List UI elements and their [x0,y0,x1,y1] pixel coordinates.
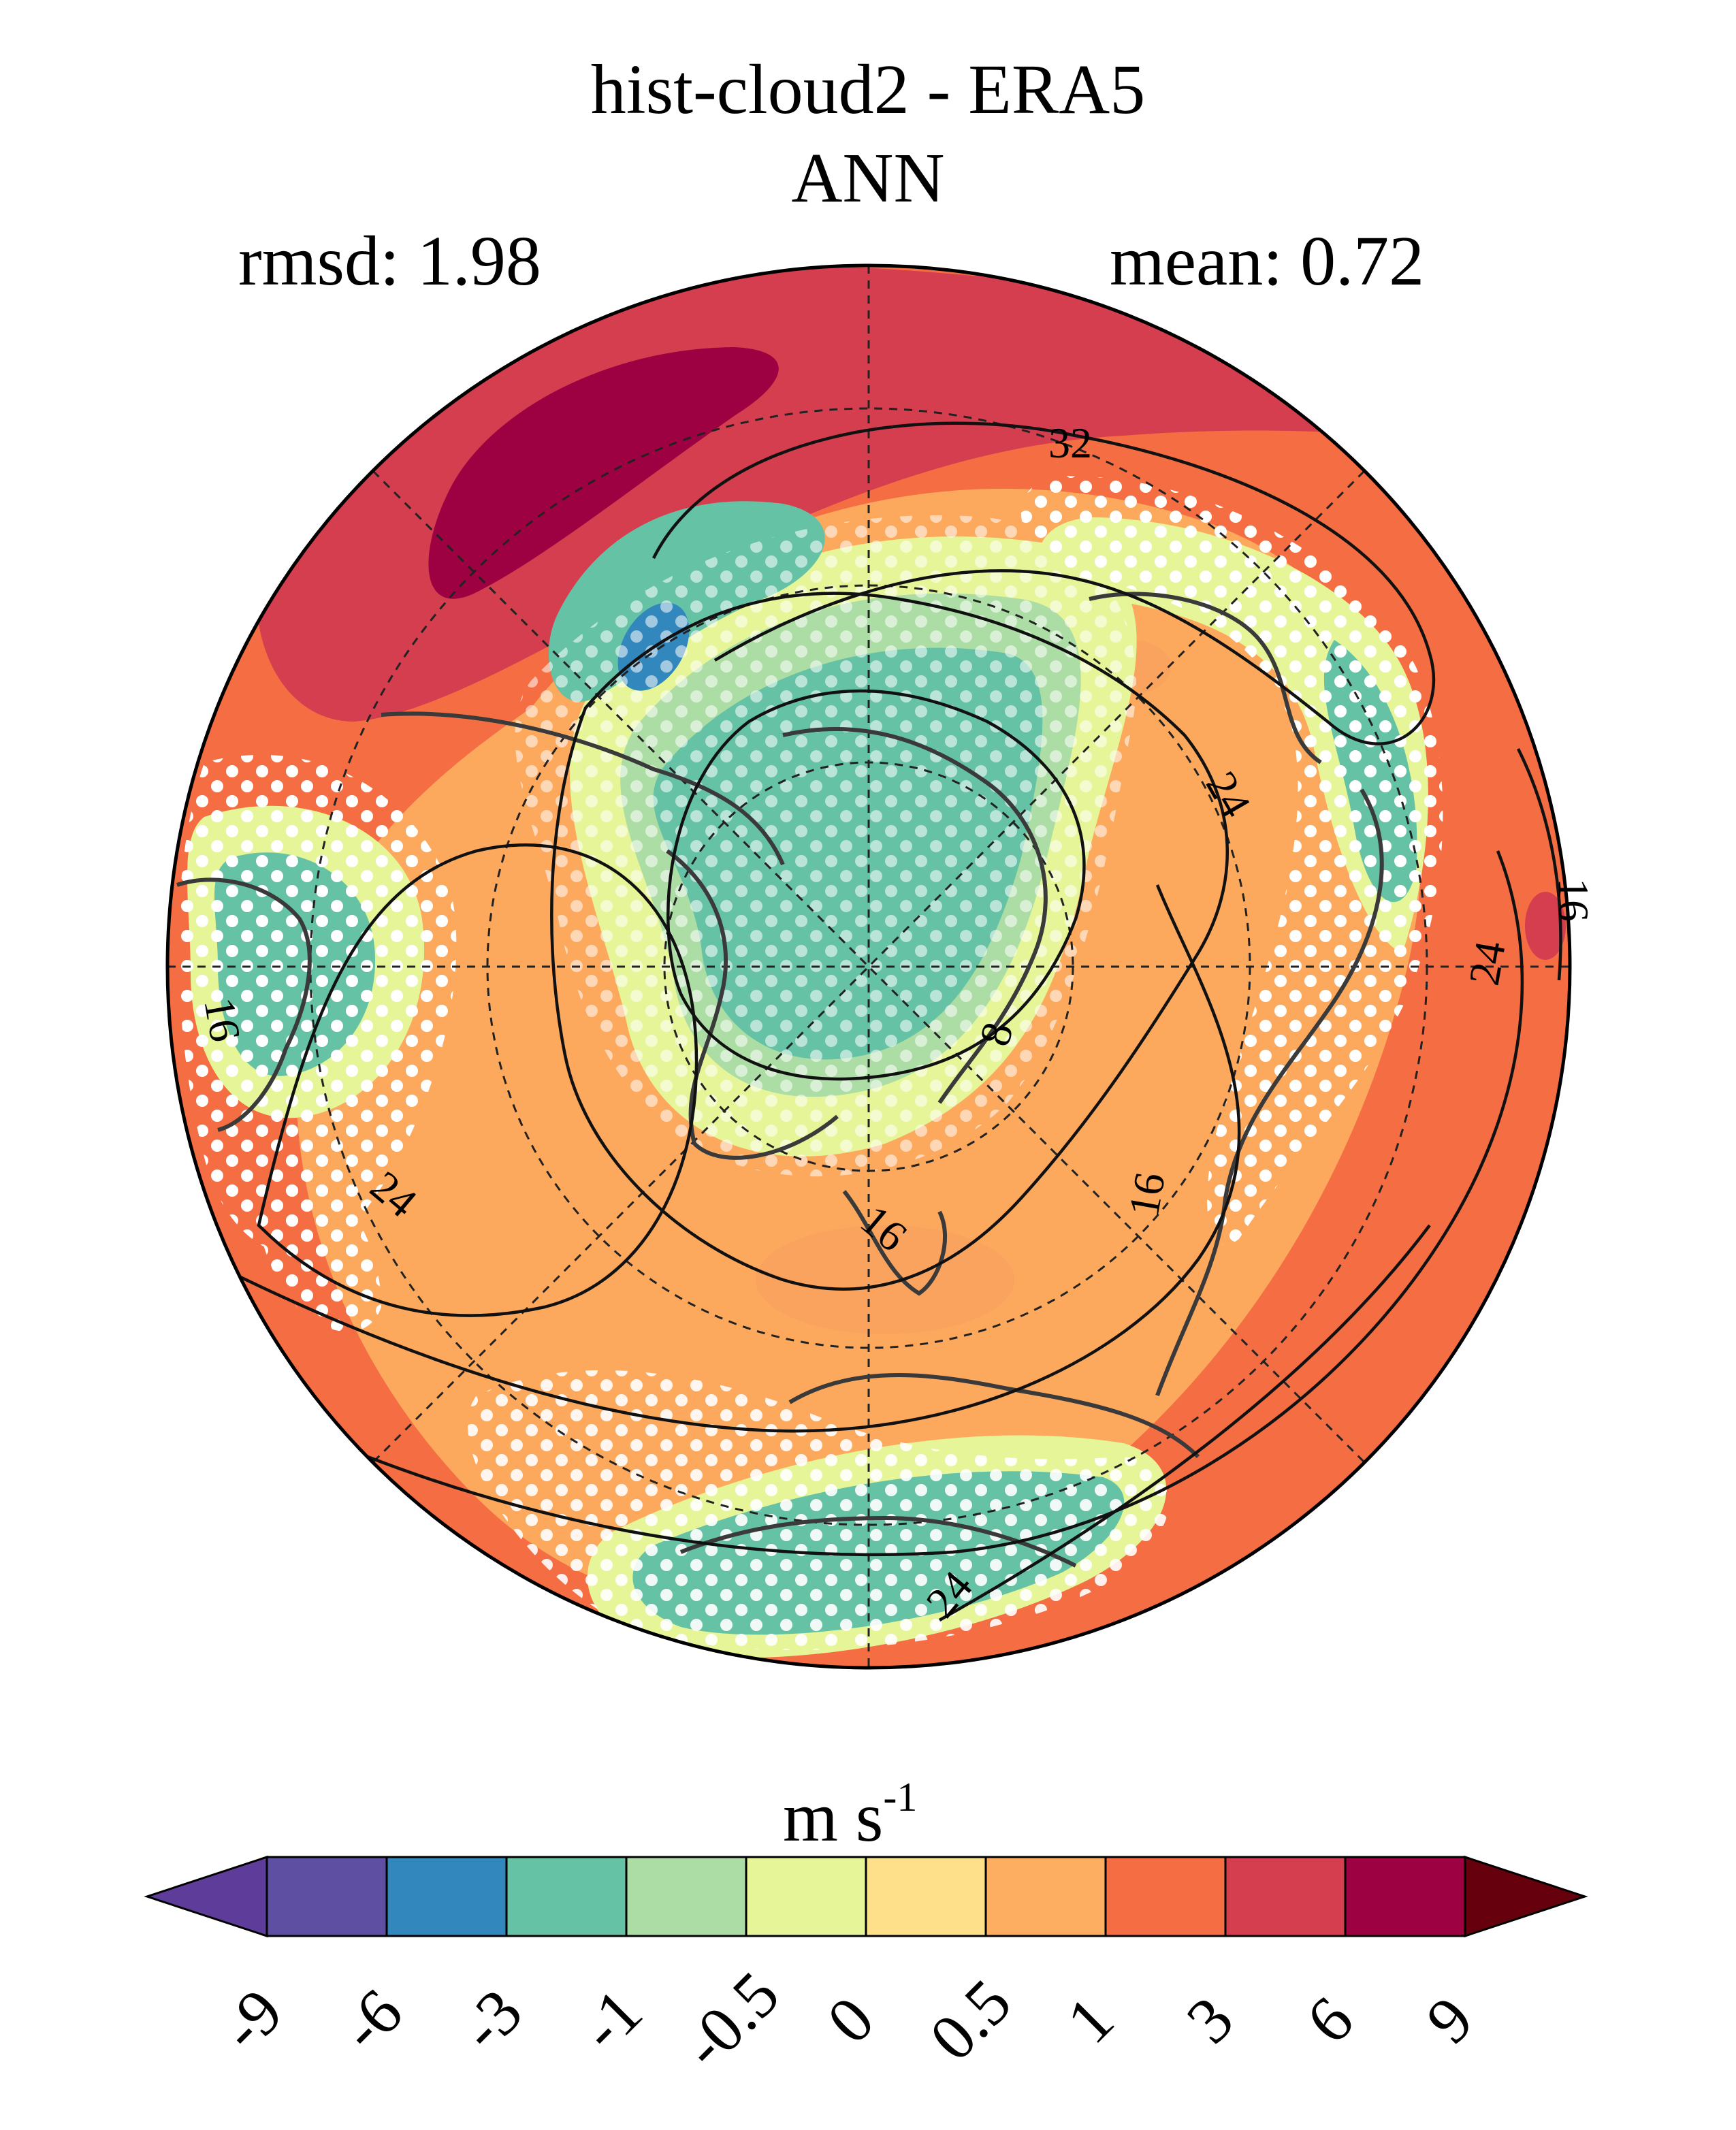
colorbar-box [984,1856,1107,1937]
colorbar: -9 -6 -3 -1 -0.5 0 0.5 1 3 6 9 [144,1855,1588,2082]
contour-label: 32 [1048,419,1092,467]
colorbar-tick-label: 6 [1292,1982,1367,2057]
colorbar-units: m s-1 [783,1775,918,1856]
colorbar-tick-labels: -9 -6 -3 -1 -0.5 0 0.5 1 3 6 9 [206,1957,1487,2082]
colorbar-box [865,1856,987,1937]
stippling [178,476,1443,1651]
colorbar-box [745,1856,867,1937]
contour-24-south [938,1224,1431,1621]
colorbar-tick-label: 0.5 [916,1965,1025,2075]
contour-label: 16 [1119,1169,1174,1220]
contour-24-outer [367,850,1524,1557]
colorbar-tick-label: 9 [1412,1982,1487,2057]
colorbar-box [266,1856,388,1937]
colorbar-tick-label: 3 [1172,1982,1247,2057]
colorbar-tick-label: -3 [446,1975,536,2065]
colorbar-tick-label: 0 [813,1982,888,2057]
rmsd-label: rmsd: 1.98 [238,222,541,300]
polar-stereographic-map: 32 24 16 24 16 24 16 24 8 16 [165,263,1598,1670]
map-field [167,265,1570,1668]
contour-16-east [1516,747,1562,981]
colorbar-tick-label: -9 [206,1975,296,2065]
contour-label: 24 [1460,937,1515,988]
contour-32 [652,421,1435,745]
map-boundary [165,263,1572,1670]
colorbar-box [505,1856,628,1937]
map-subtitle-season: ANN [791,139,945,217]
contour-label: 16 [1549,878,1598,922]
contour-8 [666,689,1086,1081]
colorbar-tick-label: -1 [566,1975,656,2065]
colorbar-tick-label: -6 [326,1975,416,2065]
colorbar-box [385,1856,508,1937]
contour-label: 16 [195,994,250,1045]
colorbar-over-arrow [1464,1855,1588,1938]
mean-label: mean: 0.72 [1110,222,1425,300]
colorbar-tick-label: 1 [1052,1982,1127,2057]
map-title: hist-cloud2 - ERA5 [590,50,1146,129]
colorbar-box [1104,1856,1227,1937]
colorbar-box [625,1856,748,1937]
field-east-positive [1525,892,1566,960]
contour-24-west [257,843,698,1317]
field-positive-above-6 [428,347,779,599]
colorbar-box [1224,1856,1347,1937]
contour-16 [203,884,1241,1433]
colorbar-under-arrow [144,1855,268,1938]
contour-24-inner [550,592,1229,1291]
colorbar-box [1344,1856,1466,1937]
colorbar-boxes [144,1855,1588,1938]
colorbar-tick-label: -0.5 [668,1957,792,2082]
climatology-contours [203,421,1562,1621]
